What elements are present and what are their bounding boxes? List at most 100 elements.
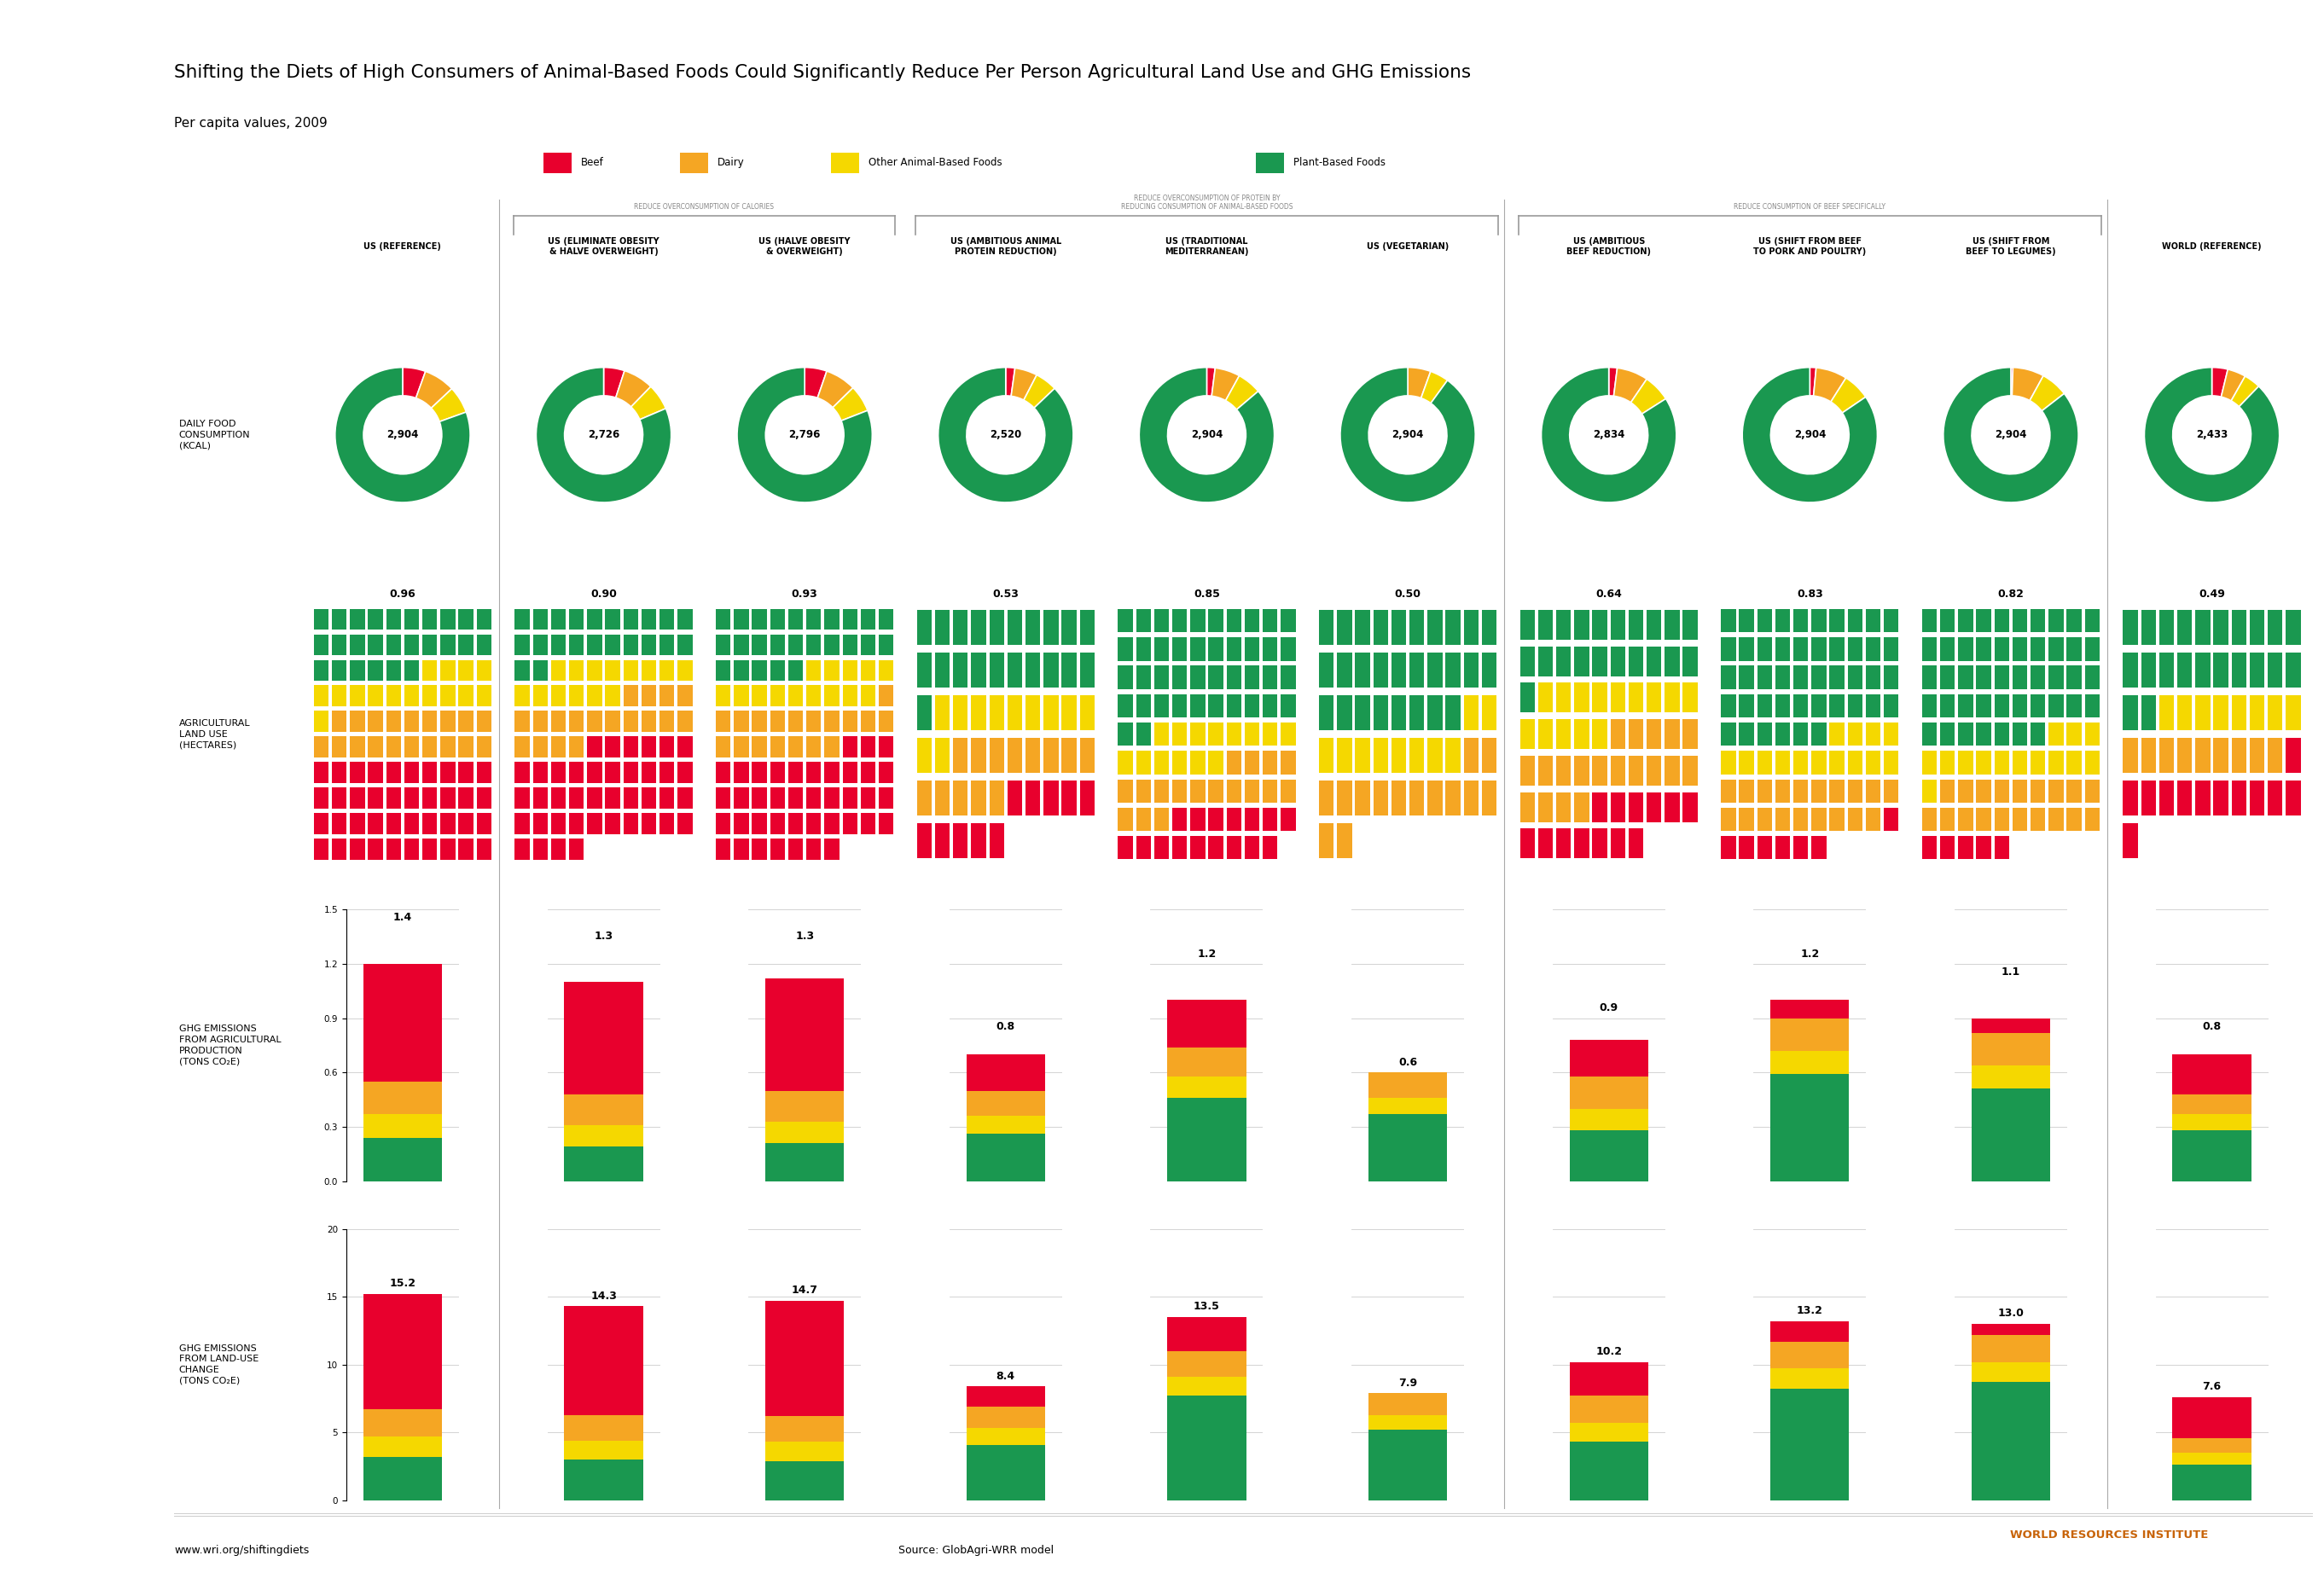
Bar — [532, 608, 548, 630]
Bar — [363, 1436, 442, 1457]
Bar — [1794, 836, 1808, 859]
Bar — [878, 685, 892, 707]
Bar — [1848, 610, 1862, 632]
Bar — [765, 1441, 844, 1460]
Bar — [918, 610, 932, 645]
Bar — [1155, 836, 1169, 859]
Bar — [1648, 792, 1662, 822]
Bar — [1118, 666, 1132, 689]
Bar — [2066, 694, 2082, 718]
Text: 2,520: 2,520 — [990, 429, 1023, 440]
Bar — [1171, 808, 1188, 832]
Bar — [844, 787, 858, 809]
Bar — [404, 812, 418, 835]
Bar — [860, 761, 876, 784]
Bar — [1171, 694, 1188, 718]
Bar — [2173, 1438, 2252, 1452]
Bar — [2013, 666, 2027, 689]
Bar — [1262, 808, 1278, 832]
Text: 13.5: 13.5 — [1195, 1301, 1220, 1312]
Bar — [516, 685, 530, 707]
Bar — [788, 608, 804, 630]
Bar — [1520, 720, 1534, 749]
Bar — [769, 685, 786, 707]
Bar — [1025, 653, 1041, 688]
Bar — [1569, 1109, 1648, 1130]
Bar — [806, 685, 820, 707]
Bar — [1722, 836, 1736, 859]
Bar — [2250, 737, 2264, 772]
Bar — [367, 710, 383, 733]
Wedge shape — [1341, 367, 1476, 503]
Bar — [660, 736, 674, 758]
Bar — [569, 761, 583, 784]
Bar — [1648, 683, 1662, 713]
Bar — [990, 653, 1004, 688]
Bar — [769, 710, 786, 733]
Bar — [1959, 637, 1973, 661]
Bar — [604, 659, 621, 681]
Bar — [314, 787, 328, 809]
Bar — [753, 787, 767, 809]
Bar — [1136, 694, 1150, 718]
Bar — [878, 736, 892, 758]
Bar — [569, 685, 583, 707]
Bar — [351, 608, 365, 630]
Bar — [623, 634, 639, 656]
Text: 0.96: 0.96 — [390, 589, 416, 600]
Bar — [2140, 653, 2157, 688]
Wedge shape — [939, 367, 1074, 503]
Bar — [716, 736, 730, 758]
Bar — [2124, 696, 2138, 731]
Wedge shape — [1408, 367, 1432, 397]
Bar — [806, 736, 820, 758]
Bar — [1446, 653, 1459, 688]
Bar — [1885, 779, 1899, 803]
Wedge shape — [1608, 367, 1618, 396]
Bar — [351, 685, 365, 707]
Bar — [1569, 1041, 1648, 1076]
Bar — [1171, 723, 1188, 745]
Bar — [1190, 610, 1206, 632]
Bar — [1167, 1377, 1246, 1396]
Wedge shape — [537, 367, 672, 503]
Bar — [716, 608, 730, 630]
Bar — [1866, 779, 1880, 803]
Bar — [351, 736, 365, 758]
Bar — [1829, 637, 1845, 661]
Text: US (AMBITIOUS
BEEF REDUCTION): US (AMBITIOUS BEEF REDUCTION) — [1566, 238, 1650, 255]
Bar — [765, 1143, 844, 1181]
Bar — [314, 812, 328, 835]
Bar — [1941, 750, 1954, 774]
Text: 2,904: 2,904 — [1190, 429, 1222, 440]
Bar — [1757, 723, 1771, 745]
Bar — [1190, 836, 1206, 859]
Text: GHG EMISSIONS
FROM AGRICULTURAL
PRODUCTION
(TONS CO₂E): GHG EMISSIONS FROM AGRICULTURAL PRODUCTI… — [179, 1025, 281, 1066]
Bar — [1573, 646, 1590, 677]
Bar — [2050, 779, 2064, 803]
Bar — [1573, 792, 1590, 822]
Bar — [2013, 723, 2027, 745]
Wedge shape — [2212, 367, 2229, 397]
Bar — [1369, 1414, 1448, 1430]
Bar — [1771, 1342, 1850, 1369]
Bar — [551, 634, 565, 656]
Bar — [1538, 720, 1552, 749]
Bar — [314, 608, 328, 630]
Bar — [1994, 637, 2010, 661]
Bar — [565, 1146, 644, 1181]
Bar — [569, 634, 583, 656]
Bar — [1557, 828, 1571, 859]
Bar — [1829, 779, 1845, 803]
Bar — [1866, 723, 1880, 745]
Bar — [788, 659, 804, 681]
Bar — [2178, 610, 2192, 645]
Bar — [1427, 780, 1443, 816]
Bar — [825, 634, 839, 656]
Bar — [458, 736, 474, 758]
Bar — [1922, 637, 1936, 661]
Bar — [2031, 808, 2045, 832]
Bar — [1190, 666, 1206, 689]
Bar — [332, 761, 346, 784]
Bar — [1922, 836, 1936, 859]
